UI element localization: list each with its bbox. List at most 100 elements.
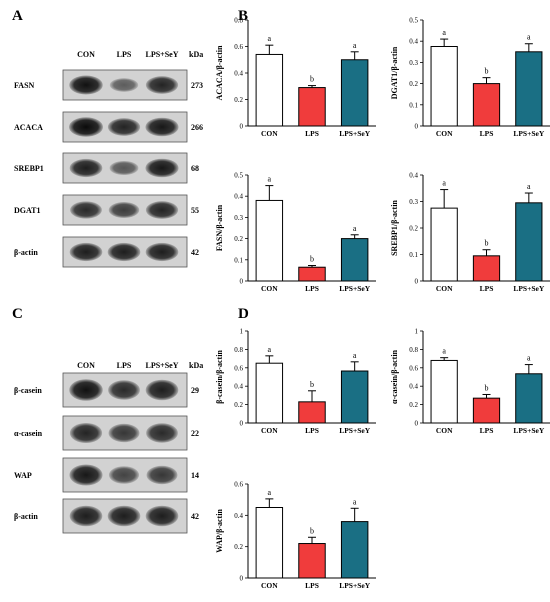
bar-lps <box>298 401 326 424</box>
blot-band <box>145 201 179 219</box>
blot-row: ACACA 266 <box>14 111 203 143</box>
lane-label-2: LPS+SeY <box>145 361 178 370</box>
lane-label-0: CON <box>77 361 95 370</box>
y-tick-label: 1 <box>240 328 244 336</box>
western-blot-bottom: CON LPS LPS+SeY kDa β-casein 29 α-casein 22 WAP 1… <box>14 361 203 534</box>
panel-label-b: B <box>238 8 248 24</box>
panel-label-a: A <box>12 8 23 24</box>
blot-band <box>69 505 103 527</box>
significance-letter: a <box>268 345 272 354</box>
blot-band <box>107 505 141 527</box>
blot-band <box>108 466 140 484</box>
y-tick-label: 0.6 <box>234 43 243 51</box>
significance-letter: a <box>268 34 272 43</box>
blot-band <box>145 76 179 94</box>
y-tick-label: 0 <box>240 278 244 286</box>
significance-letter: a <box>353 41 357 50</box>
blot-kda-value: 42 <box>191 248 199 257</box>
y-tick-label: 0.5 <box>234 172 243 180</box>
significance-letter: a <box>442 347 446 356</box>
x-tick-label: CON <box>261 129 278 138</box>
bar-con <box>255 507 284 579</box>
blot-band <box>146 423 178 443</box>
bar-con <box>255 362 284 424</box>
y-tick-label: 0.4 <box>409 172 418 180</box>
y-tick-label: 0 <box>240 575 244 583</box>
significance-letter: a <box>268 175 272 184</box>
blot-protein-label: α-casein <box>14 429 43 438</box>
bar-lps-sey <box>340 238 369 282</box>
y-tick-label: 0.4 <box>234 70 243 78</box>
blot-kda-value: 266 <box>191 123 203 132</box>
blot-band <box>69 242 103 262</box>
bar-lps <box>298 87 326 127</box>
bar-lps <box>472 255 501 282</box>
bar-con <box>255 199 284 282</box>
blot-band <box>145 117 179 137</box>
x-tick-label: LPS+SeY <box>513 284 545 293</box>
bar-lps-sey <box>515 202 543 282</box>
bar-lps <box>298 266 326 282</box>
bar-lps <box>472 83 501 127</box>
y-tick-label: 0.6 <box>409 364 418 372</box>
chart-1: 0 0.1 0.2 0.3 0.4 0.5 DGAT1/β-actin a CON b LPS a LP… <box>390 17 550 138</box>
chart-5: 0 0.2 0.4 0.6 0.8 1 α-casein/β-actin a CON b LPS a L… <box>390 328 550 435</box>
bar-lps-sey <box>340 59 369 127</box>
y-tick-label: 0.5 <box>409 17 418 25</box>
blot-band <box>69 158 103 178</box>
blot-band <box>69 464 103 486</box>
blot-band <box>109 160 139 176</box>
significance-letter: b <box>310 75 314 84</box>
y-tick-label: 0.2 <box>409 401 418 409</box>
blot-protein-label: FASN <box>14 81 35 90</box>
blot-kda-value: 55 <box>191 206 199 215</box>
bar-lps-sey <box>515 51 543 127</box>
blot-band <box>145 379 179 401</box>
blot-protein-label: ACACA <box>14 123 43 132</box>
significance-letter: a <box>353 351 357 360</box>
blot-band <box>69 75 103 95</box>
y-tick-label: 0.2 <box>234 96 243 104</box>
x-tick-label: LPS <box>305 426 319 435</box>
blot-row: β-actin 42 <box>14 236 199 268</box>
western-blot-top: CON LPS LPS+SeY kDa FASN 273 ACACA 266 SREBP1 68 D… <box>14 50 203 268</box>
x-tick-label: LPS <box>480 284 494 293</box>
y-tick-label: 0.4 <box>234 193 243 201</box>
y-tick-label: 0 <box>415 123 419 131</box>
blot-row: WAP 14 <box>14 457 199 493</box>
y-tick-label: 0.8 <box>234 17 243 25</box>
y-tick-label: 0.2 <box>234 543 243 551</box>
y-tick-label: 0.2 <box>409 80 418 88</box>
blot-band <box>145 158 179 178</box>
panel-label-d: D <box>238 306 249 322</box>
x-tick-label: CON <box>261 284 278 293</box>
significance-letter: b <box>310 255 314 264</box>
blot-kda-value: 273 <box>191 81 203 90</box>
blot-protein-label: WAP <box>14 471 32 480</box>
panel-label-c: C <box>12 306 23 322</box>
y-tick-label: 0 <box>415 420 419 428</box>
x-tick-label: LPS+SeY <box>339 581 371 590</box>
y-axis-label: α-casein/β-actin <box>390 349 399 404</box>
bar-con <box>255 53 284 127</box>
significance-letter: b <box>310 380 314 389</box>
blot-band <box>108 202 140 218</box>
y-tick-label: 0.4 <box>234 512 243 520</box>
lane-label-0: CON <box>77 50 95 59</box>
y-axis-label: DGAT1/β-actin <box>390 46 399 99</box>
y-tick-label: 0.8 <box>234 346 243 354</box>
x-tick-label: LPS+SeY <box>339 426 371 435</box>
bar-con <box>430 359 458 424</box>
y-tick-label: 0.3 <box>409 59 418 67</box>
blot-band <box>145 242 179 262</box>
x-tick-label: LPS+SeY <box>339 284 371 293</box>
blot-band <box>69 117 103 137</box>
y-tick-label: 0.2 <box>234 235 243 243</box>
blot-row: FASN 273 <box>14 69 203 101</box>
y-tick-label: 0.6 <box>234 481 243 489</box>
y-axis-label: SREBP1/β-actin <box>390 200 399 256</box>
bar-con <box>430 46 458 127</box>
y-tick-label: 0.3 <box>409 198 418 206</box>
y-axis-label: FASN/β-actin <box>215 204 224 251</box>
